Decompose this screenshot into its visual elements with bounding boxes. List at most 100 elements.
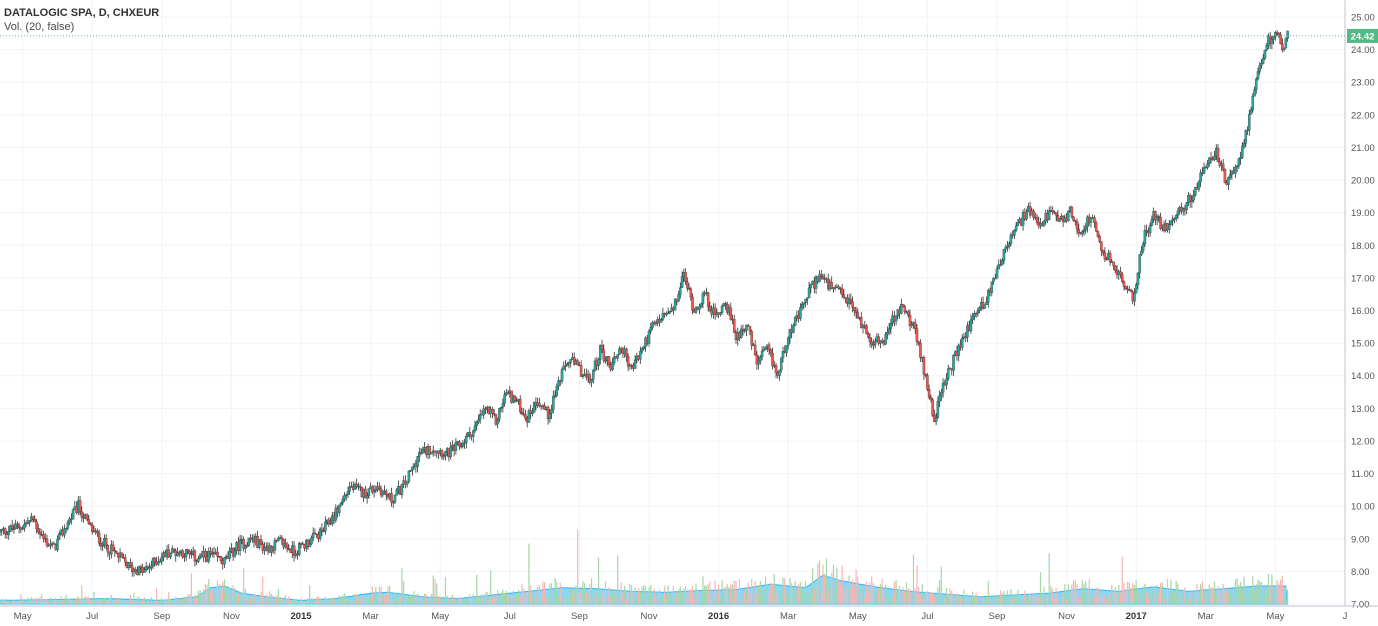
volume-bar <box>951 590 953 604</box>
volume-bar <box>107 599 109 604</box>
candle-body <box>940 392 943 397</box>
candle-body <box>1054 212 1058 216</box>
volume-bar <box>284 595 286 604</box>
candle-body <box>1006 246 1009 248</box>
volume-bar <box>644 586 647 604</box>
volume-bar <box>0 599 1 604</box>
volume-bar <box>37 602 39 604</box>
candle-body <box>1270 39 1274 44</box>
volume-bar <box>401 567 403 604</box>
time-axis[interactable]: May Jul Sep Nov 2015 Mar May Jul Sep Nov 2016 Mar Ma… <box>0 605 1378 622</box>
volume-bar <box>79 598 81 604</box>
volume-bar <box>56 599 59 604</box>
candle-body <box>365 495 369 499</box>
candle-body <box>503 394 506 404</box>
candle-body <box>169 552 172 558</box>
volume-bar <box>1264 587 1266 604</box>
volume-bar <box>51 601 53 604</box>
candle-body <box>1173 218 1176 220</box>
candle-body <box>1235 165 1239 168</box>
volume-bar <box>1133 585 1136 604</box>
candle-body <box>786 337 790 346</box>
candle-body <box>908 314 912 326</box>
volume-bar <box>239 592 241 604</box>
candle-body <box>242 539 245 549</box>
volume-bar <box>274 601 276 604</box>
volume-bar <box>690 589 692 604</box>
volume-bar <box>1003 591 1005 604</box>
volume-bar <box>597 557 600 604</box>
candle-body <box>238 539 242 551</box>
volume-bar <box>503 592 506 604</box>
volume-bar <box>241 600 243 604</box>
volume-bar <box>1020 600 1022 604</box>
volume-bar <box>469 594 471 604</box>
volume-bar <box>533 598 535 604</box>
candle-body <box>750 330 753 346</box>
volume-bar <box>756 593 758 604</box>
volume-bar <box>782 577 784 604</box>
candle-body <box>745 324 748 331</box>
volume-bar <box>336 602 339 604</box>
volume-bar <box>265 594 267 604</box>
volume-bar <box>711 599 713 604</box>
volume-bar <box>932 592 934 604</box>
candle-body <box>311 532 315 539</box>
volume-bar <box>1184 587 1186 604</box>
x-tick-label: Nov <box>641 611 658 621</box>
volume-bar <box>709 581 711 604</box>
volume-bar <box>390 595 393 604</box>
volume-bar <box>1210 587 1212 604</box>
volume-bar <box>342 595 344 604</box>
volume-bar <box>305 601 307 604</box>
volume-bar <box>547 598 549 604</box>
volume-bar <box>851 579 854 604</box>
candle-body <box>499 407 503 409</box>
candle-body <box>668 311 672 314</box>
candle-body <box>625 348 628 357</box>
volume-bar <box>272 595 274 604</box>
candle-body <box>449 446 452 458</box>
volume-bar <box>1053 599 1056 604</box>
volume-bar <box>74 600 76 604</box>
volume-bar <box>411 597 413 604</box>
volume-bar <box>1215 596 1217 604</box>
volume-bar <box>1154 590 1156 604</box>
price-axis[interactable]: 7.00 8.00 9.00 10.00 11.00 12.00 13.00 14.00 15.… <box>1344 0 1378 611</box>
volume-bar <box>289 600 292 604</box>
volume-bar <box>677 588 680 604</box>
x-tick-label: May <box>849 611 867 621</box>
volume-bar <box>535 593 537 604</box>
volume-bar <box>1266 595 1268 604</box>
volume-bar <box>1231 592 1233 604</box>
volume-bar <box>1064 583 1066 604</box>
volume-bar <box>208 579 210 604</box>
volume-bar <box>135 602 137 604</box>
volume-bar <box>192 600 194 604</box>
candle-body <box>292 545 296 556</box>
candle-body <box>7 531 10 535</box>
volume-bar <box>890 598 892 604</box>
volume-bar <box>991 597 993 604</box>
volume-bar <box>413 591 415 604</box>
candle-body <box>17 524 21 529</box>
volume-bar <box>655 598 657 604</box>
volume-bar <box>625 599 627 604</box>
volume-bar <box>328 602 330 604</box>
volume-bar <box>251 597 253 604</box>
candle-body <box>21 528 24 530</box>
volume-bar <box>197 590 199 604</box>
candle-body <box>477 419 480 423</box>
volume-bar <box>1008 597 1010 604</box>
candle-body <box>461 443 465 447</box>
candle-body <box>1201 172 1204 175</box>
volume-bar <box>1130 587 1132 604</box>
volume-bar <box>507 595 509 604</box>
volume-bar <box>718 584 720 604</box>
candle-body <box>1272 36 1275 40</box>
volume-bar <box>283 602 285 604</box>
candle-body <box>70 518 73 521</box>
volume-bar <box>972 591 974 604</box>
